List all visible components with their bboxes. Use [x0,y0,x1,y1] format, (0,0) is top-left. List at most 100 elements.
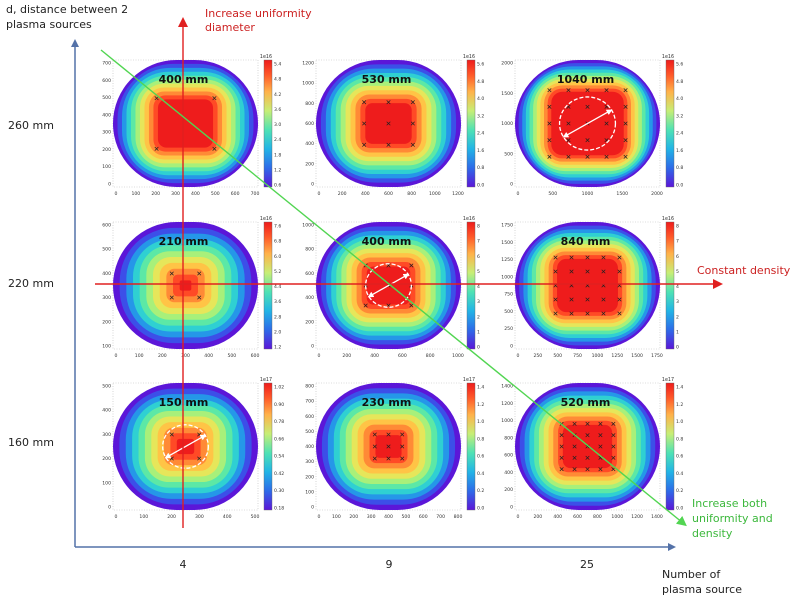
source-marker [566,138,571,143]
colorbar-tick-label: 4.8 [676,79,683,85]
col-label-4: 4 [180,558,187,571]
y-tick-label: 1000 [302,223,314,229]
source-marker [400,444,405,449]
colorbar-tick-label: 2 [676,314,679,320]
y-tick-label: 0 [311,344,314,350]
y-tick-label: 1000 [501,418,513,424]
source-marker [197,295,202,300]
x-tick-label: 1000 [429,191,441,197]
annotation-diagonal-line-3: density [692,527,733,540]
y-tick-label: 0 [108,182,111,188]
source-marker [559,455,564,460]
source-marker [585,311,590,316]
source-marker [569,255,574,260]
colorbar-tick-label: 0.0 [676,506,683,512]
x-tick-label: 500 [553,353,562,359]
colorbar-exponent: 1e17 [260,377,272,383]
source-marker [598,444,603,449]
y-tick-label: 1000 [501,274,513,280]
y-tick-label: 0 [108,505,111,511]
y-tick-label: 100 [305,489,314,495]
colorbar-tick-label: 1.2 [274,167,281,173]
x-tick-label: 200 [338,191,347,197]
y-tick-label: 600 [305,414,314,420]
colorbar-tick-label: 0.8 [676,165,683,171]
x-tick-label: 1000 [582,191,594,197]
annotation-horizontal: Constant density [697,264,791,277]
source-marker [197,271,202,276]
source-marker [559,433,564,438]
colorbar-tick-label: 5.2 [274,269,281,275]
panel-9src-220mm: 400 mm 0 200 400 600 800 1000 0 200 400 600 800 1000… [302,216,480,359]
density-contour [157,99,214,148]
source-marker [623,88,628,93]
x-tick-label: 1000 [452,353,464,359]
x-tick-label: 0 [517,191,520,197]
x-tick-label: 500 [251,514,260,520]
x-tick-label: 500 [548,191,557,197]
colorbar-tick-label: 1.2 [676,402,683,408]
y-tick-label: 1200 [501,401,513,407]
x-tick-label: 600 [251,353,260,359]
colorbar-tick-label: 3.2 [676,113,683,119]
x-tick-label: 300 [367,514,376,520]
source-marker [572,444,577,449]
source-marker [585,138,590,143]
colorbar-tick-label: 1 [477,329,480,335]
colorbar-tick-label: 7.6 [274,224,281,230]
x-tick-label: 0 [517,353,520,359]
colorbar-tick-label: 5.6 [676,62,683,68]
source-marker [547,88,552,93]
x-tick-label: 200 [167,514,176,520]
source-marker [566,154,571,159]
source-marker [585,154,590,159]
colorbar-tick-label: 4.0 [477,96,484,102]
y-tick-label: 2000 [501,61,513,67]
y-tick-label: 200 [102,456,111,462]
source-marker [598,421,603,426]
source-marker [410,121,415,126]
source-marker [410,142,415,147]
colorbar-tick-label: 3.6 [274,107,281,113]
y-tick-label: 400 [305,295,314,301]
x-tick-label: 1500 [616,191,628,197]
source-marker [372,444,377,449]
x-tick-label: 600 [398,353,407,359]
y-tick-label: 100 [102,164,111,170]
panel-9src-160mm: 230 mm 0 100 200 300 400 500 600 700 800 0 100 200 30… [305,377,484,520]
colorbar-tick-label: 0.4 [676,471,683,477]
source-marker [617,297,622,302]
x-tick-label: 400 [204,353,213,359]
source-marker [604,154,609,159]
colorbar-tick-label: 0.78 [274,419,284,425]
y-tick-label: 800 [504,435,513,441]
uniformity-diameter-label: 840 mm [561,235,611,248]
diameter-arrow [164,434,207,459]
source-marker [400,432,405,437]
x-tick-label: 1750 [651,353,663,359]
y-tick-label: 0 [311,182,314,188]
y-tick-label: 600 [305,271,314,277]
y-tick-label: 400 [102,271,111,277]
x-tick-label: 600 [384,191,393,197]
colorbar-tick-label: 3.6 [274,299,281,305]
source-marker [559,467,564,472]
x-tick-label: 0 [115,353,118,359]
x-tick-label: 800 [593,514,602,520]
y-tick-label: 300 [305,459,314,465]
colorbar-exponent: 1e16 [463,54,475,60]
colorbar-tick-label: 0.4 [477,471,484,477]
y-tick-label: 300 [102,130,111,136]
x-tick-label: 0 [115,514,118,520]
x-tick-label: 800 [407,191,416,197]
colorbar-tick-label: 2.8 [274,314,281,320]
y-tick-label: 200 [102,319,111,325]
x-tick-label: 700 [436,514,445,520]
source-marker [553,311,558,316]
uniformity-diameter-label: 230 mm [362,396,412,409]
source-marker [386,456,391,461]
panel-25src-220mm: 840 mm0 250 500 750 1000 1250 1500 175002505007… [501,216,679,359]
y-tick-label: 400 [102,112,111,118]
colorbar-tick-label: 4 [477,284,480,290]
colorbar-tick-label: 3 [676,299,679,305]
